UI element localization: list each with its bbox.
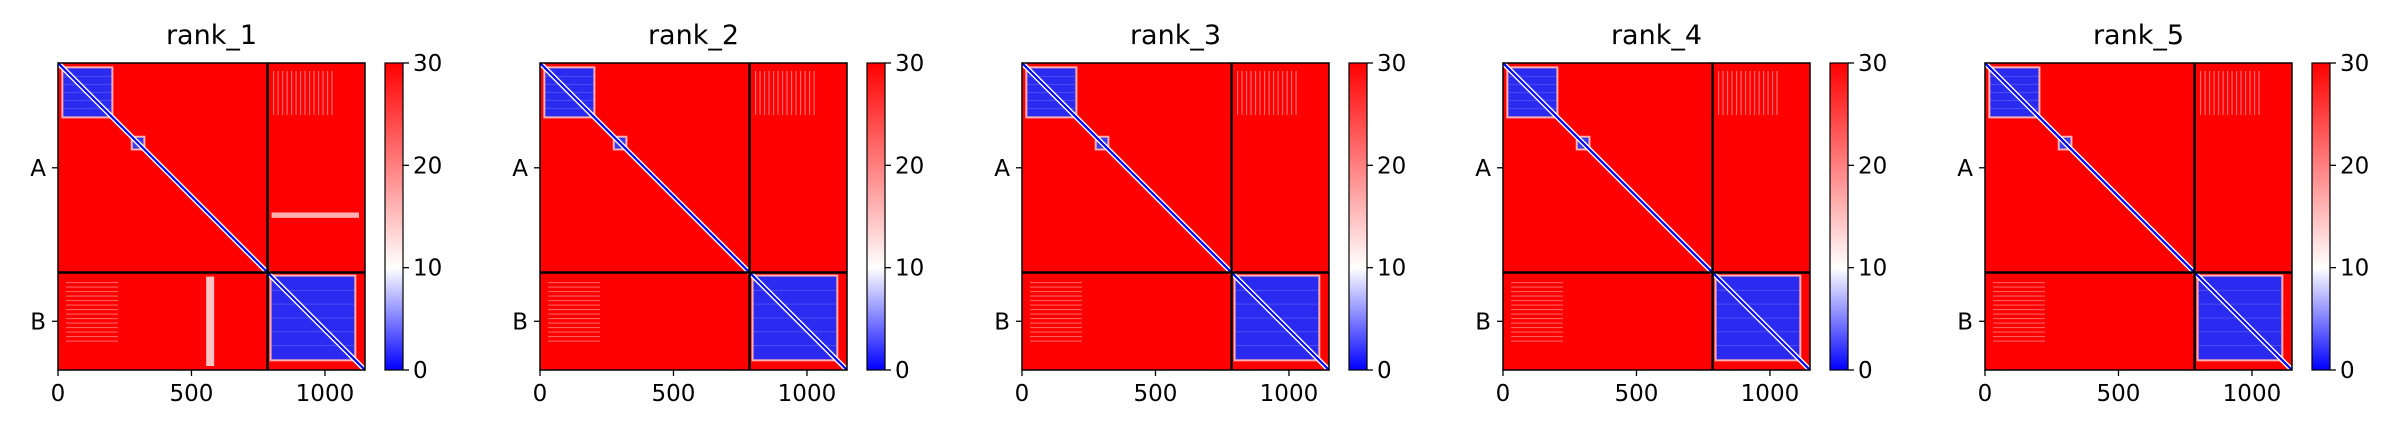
colorbar-tick-label: 10 [895, 256, 924, 282]
plot-frame [1021, 62, 1330, 371]
panel-rank_1: rank_1 0 500 1000 A B 0 10 20 30 [30, 20, 442, 407]
x-tick-label: 1000 [1741, 381, 1800, 407]
y-chain-label: B [1957, 309, 1973, 335]
colorbar-tick-label: 20 [1858, 153, 1887, 179]
colorbar-tick-label: 10 [2340, 256, 2369, 282]
colorbar [1829, 62, 1849, 371]
colorbar-tick-label: 10 [1858, 256, 1887, 282]
diagonal [1021, 62, 1330, 371]
colorbar-tick-label: 10 [1377, 256, 1406, 282]
panel-rank_4: rank_4 0 500 1000 A B 0 10 20 30 [1475, 20, 1887, 407]
x-tick-label: 0 [1978, 381, 1993, 407]
panel-title: rank_4 [1611, 20, 1702, 51]
x-tick-label: 1000 [1260, 381, 1319, 407]
diagonal [1502, 62, 1811, 371]
colorbar [384, 62, 404, 371]
x-tick-label: 0 [533, 381, 548, 407]
x-tick-label: 0 [1496, 381, 1511, 407]
plot-frame [57, 62, 366, 371]
y-chain-label: A [994, 156, 1010, 182]
colorbar-tick-label: 0 [413, 358, 428, 384]
colorbar-tick-label: 0 [1858, 358, 1873, 384]
panel-title: rank_5 [2093, 20, 2184, 51]
panel-rank_5: rank_5 0 500 1000 A B 0 10 20 30 [1957, 20, 2369, 407]
diagonal [539, 62, 848, 371]
colorbar-tick-label: 30 [2340, 51, 2369, 77]
colorbar [866, 62, 886, 371]
y-chain-label: B [994, 309, 1010, 335]
diagonal [57, 62, 366, 371]
colorbar-tick-label: 10 [413, 256, 442, 282]
plot-frame [1984, 62, 2293, 371]
y-chain-label: A [30, 156, 46, 182]
y-chain-label: B [30, 309, 46, 335]
y-chain-label: B [1475, 309, 1491, 335]
colorbar-tick-label: 0 [895, 358, 910, 384]
plot-frame [1502, 62, 1811, 371]
x-tick-label: 1000 [2223, 381, 2282, 407]
colorbar [2311, 62, 2331, 371]
faint-band [206, 276, 215, 366]
panel-rank_2: rank_2 0 500 1000 A B 0 10 20 30 [512, 20, 924, 407]
x-tick-label: 1000 [778, 381, 837, 407]
y-chain-label: B [512, 309, 528, 335]
y-chain-label: A [1957, 156, 1973, 182]
colorbar [1348, 62, 1368, 371]
y-chain-label: A [1475, 156, 1491, 182]
x-tick-label: 1000 [296, 381, 355, 407]
faint-band [271, 212, 359, 218]
diagonal [1984, 62, 2293, 371]
y-chain-label: A [512, 156, 528, 182]
colorbar-tick-label: 20 [413, 153, 442, 179]
panel-title: rank_3 [1130, 20, 1221, 51]
colorbar-tick-label: 30 [1858, 51, 1887, 77]
x-tick-label: 0 [1015, 381, 1030, 407]
colorbar-tick-label: 30 [895, 51, 924, 77]
x-tick-label: 500 [170, 381, 214, 407]
colorbar-tick-label: 20 [1377, 153, 1406, 179]
colorbar-tick-label: 30 [1377, 51, 1406, 77]
panel-title: rank_2 [648, 20, 739, 51]
colorbar-tick-label: 20 [895, 153, 924, 179]
colorbar-tick-label: 0 [2340, 358, 2355, 384]
panel-title: rank_1 [166, 20, 257, 51]
plot-frame [539, 62, 848, 371]
colorbar-tick-label: 30 [413, 51, 442, 77]
colorbar-tick-label: 20 [2340, 153, 2369, 179]
x-tick-label: 500 [1134, 381, 1178, 407]
x-tick-label: 0 [51, 381, 66, 407]
x-tick-label: 500 [2097, 381, 2141, 407]
x-tick-label: 500 [652, 381, 696, 407]
colorbar-tick-label: 0 [1377, 358, 1392, 384]
x-tick-label: 500 [1615, 381, 1659, 407]
panel-rank_3: rank_3 0 500 1000 A B 0 10 20 30 [994, 20, 1406, 407]
